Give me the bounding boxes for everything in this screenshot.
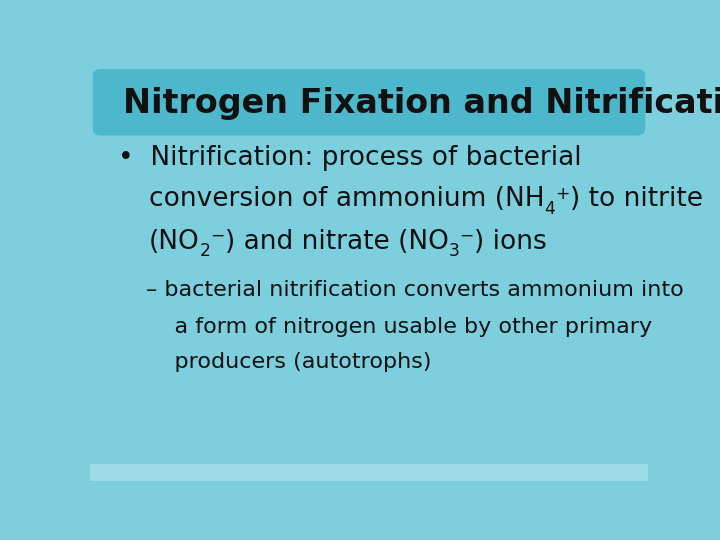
Text: 3: 3 — [449, 242, 459, 260]
Text: ) and nitrate (NO: ) and nitrate (NO — [225, 228, 449, 254]
Text: ) to nitrite: ) to nitrite — [570, 186, 703, 212]
Text: −: − — [210, 227, 225, 245]
Text: +: + — [555, 185, 570, 202]
Text: Nitrogen Fixation and Nitrification: Nitrogen Fixation and Nitrification — [124, 87, 720, 120]
Text: conversion of ammonium (NH: conversion of ammonium (NH — [148, 186, 544, 212]
Text: – bacterial nitrification converts ammonium into: – bacterial nitrification converts ammon… — [145, 280, 683, 300]
Text: (NO: (NO — [148, 228, 199, 254]
Text: a form of nitrogen usable by other primary: a form of nitrogen usable by other prima… — [145, 317, 652, 337]
Text: ) ions: ) ions — [474, 228, 546, 254]
Text: 2: 2 — [199, 242, 210, 260]
Text: 4: 4 — [544, 200, 555, 218]
Bar — [90, 464, 648, 481]
Text: −: − — [459, 227, 474, 245]
FancyBboxPatch shape — [93, 69, 645, 136]
Text: •  Nitrification: process of bacterial: • Nitrification: process of bacterial — [118, 145, 582, 171]
Text: producers (autotrophs): producers (autotrophs) — [145, 352, 431, 372]
